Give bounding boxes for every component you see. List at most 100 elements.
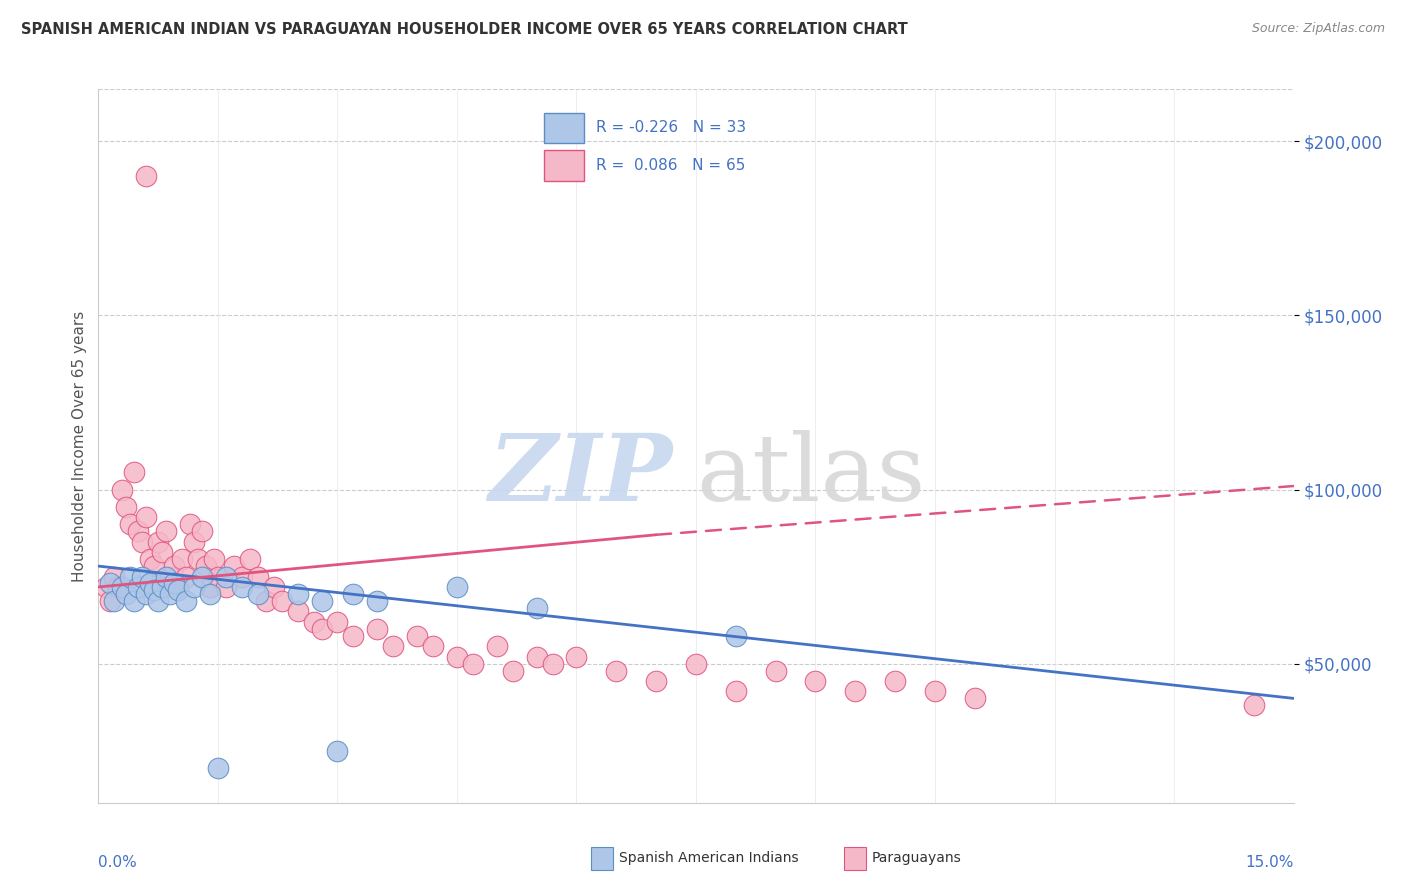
Point [135,169,157,184]
Point [148,534,170,549]
Point [342,629,364,643]
Point [461,657,484,671]
Point [159,569,181,583]
Point [150,580,173,594]
Point [143,583,166,598]
Text: 15.0%: 15.0% [1246,855,1294,870]
Point [222,559,245,574]
Point [215,580,238,594]
Point [326,743,349,757]
Point [163,576,186,591]
Text: ZIP: ZIP [488,430,672,519]
Point [446,649,468,664]
Point [174,594,197,608]
Point [565,649,588,664]
Text: Spanish American Indians: Spanish American Indians [619,851,799,865]
Point [131,534,153,549]
Point [127,580,149,594]
Point [139,576,162,591]
Point [103,594,125,608]
Point [124,465,146,479]
Point [884,673,907,688]
Point [159,587,181,601]
Text: R = -0.226   N = 33: R = -0.226 N = 33 [596,120,747,136]
Point [765,664,787,678]
Point [98,594,122,608]
Point [143,559,166,574]
Point [270,594,292,608]
Point [155,524,177,539]
Point [366,622,388,636]
Bar [544,151,583,181]
Point [174,569,197,583]
Point [183,580,205,594]
Point [502,664,524,678]
Point [311,594,333,608]
Point [1243,698,1265,713]
Point [231,580,253,594]
Point [645,673,668,688]
Point [135,587,157,601]
Point [111,483,134,497]
Point [526,600,548,615]
Point [924,684,946,698]
Point [155,569,177,583]
Point [526,649,548,664]
Point [167,583,190,598]
Point [139,552,162,566]
Point [179,517,201,532]
Point [120,517,142,532]
Point [685,657,707,671]
Point [215,569,238,583]
Point [366,594,388,608]
Point [207,569,229,583]
Point [163,559,186,574]
Point [150,545,173,559]
Text: atlas: atlas [696,430,925,519]
Point [246,569,269,583]
Point [605,664,627,678]
Point [107,580,129,594]
Point [287,604,309,618]
Text: Source: ZipAtlas.com: Source: ZipAtlas.com [1251,22,1385,36]
Point [287,587,309,601]
Point [131,569,153,583]
Point [382,639,405,653]
Point [254,594,277,608]
Point [135,510,157,524]
Point [311,622,333,636]
Point [124,594,146,608]
Point [127,524,149,539]
Point [195,559,218,574]
Point [207,761,229,775]
Point [191,524,214,539]
Point [98,576,122,591]
Point [239,552,262,566]
Point [485,639,508,653]
Point [963,691,986,706]
Point [172,552,194,566]
Text: R =  0.086   N = 65: R = 0.086 N = 65 [596,158,745,173]
Text: 0.0%: 0.0% [98,855,138,870]
Point [120,569,142,583]
Point [96,580,118,594]
Point [231,569,253,583]
Point [302,615,325,629]
Y-axis label: Householder Income Over 65 years: Householder Income Over 65 years [72,310,87,582]
Point [198,587,221,601]
Point [724,684,747,698]
Point [198,580,221,594]
Point [111,580,134,594]
Point [191,569,214,583]
Point [183,534,205,549]
Point [187,552,209,566]
Point [246,587,269,601]
Point [446,580,468,594]
Point [167,580,190,594]
Point [115,587,138,601]
Point [541,657,564,671]
Point [342,587,364,601]
Point [263,580,285,594]
Point [724,629,747,643]
Point [103,569,125,583]
